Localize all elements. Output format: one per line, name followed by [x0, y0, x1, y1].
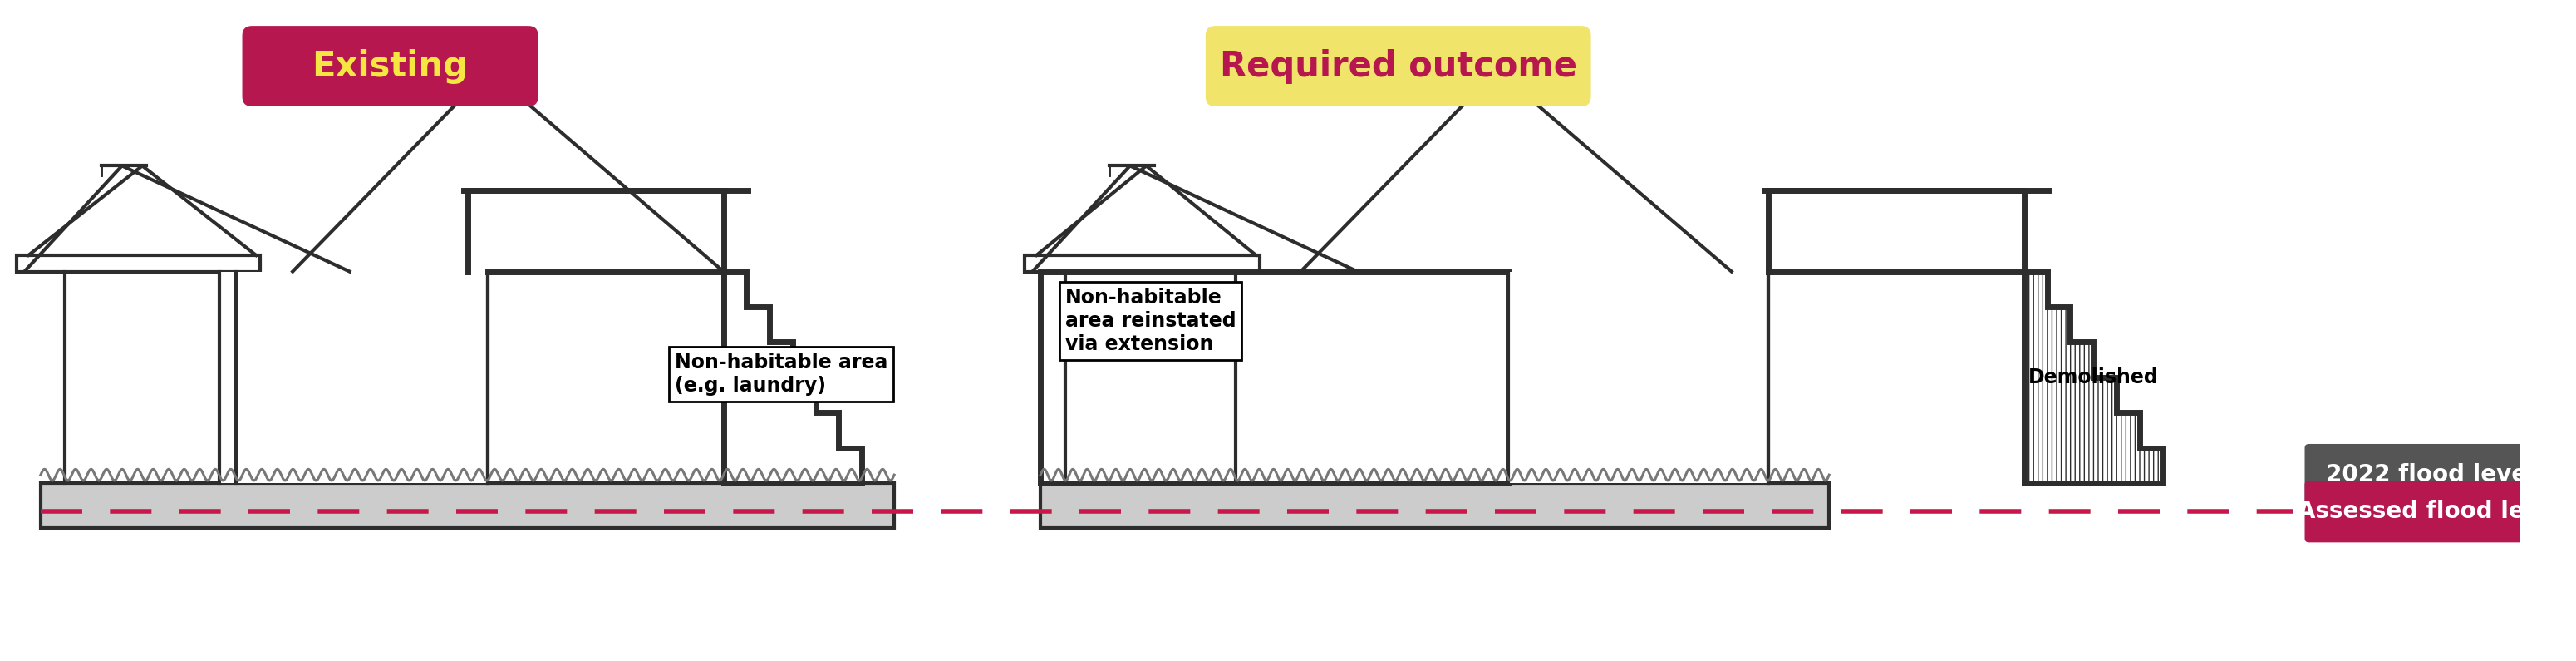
Polygon shape [219, 272, 487, 483]
Polygon shape [724, 272, 863, 483]
FancyBboxPatch shape [2306, 444, 2558, 506]
Polygon shape [1767, 190, 2025, 483]
Polygon shape [466, 190, 724, 483]
Text: Demolished: Demolished [2027, 368, 2159, 387]
Text: 2022 flood level: 2022 flood level [2326, 463, 2535, 486]
Polygon shape [15, 255, 260, 272]
Text: Non-habitable area
(e.g. laundry): Non-habitable area (e.g. laundry) [675, 353, 889, 396]
Text: Assessed flood level: Assessed flood level [2298, 500, 2563, 523]
Text: Existing: Existing [312, 49, 469, 84]
Polygon shape [1041, 483, 1829, 527]
Polygon shape [2025, 272, 2161, 483]
Polygon shape [41, 483, 894, 527]
FancyBboxPatch shape [242, 26, 538, 106]
Text: Required outcome: Required outcome [1218, 49, 1577, 84]
FancyBboxPatch shape [1206, 26, 1592, 106]
Polygon shape [1025, 255, 1260, 272]
Polygon shape [1507, 272, 1767, 483]
Text: Non-habitable
area reinstated
via extension: Non-habitable area reinstated via extens… [1064, 288, 1236, 354]
FancyBboxPatch shape [2306, 481, 2558, 543]
Polygon shape [1041, 272, 1507, 483]
